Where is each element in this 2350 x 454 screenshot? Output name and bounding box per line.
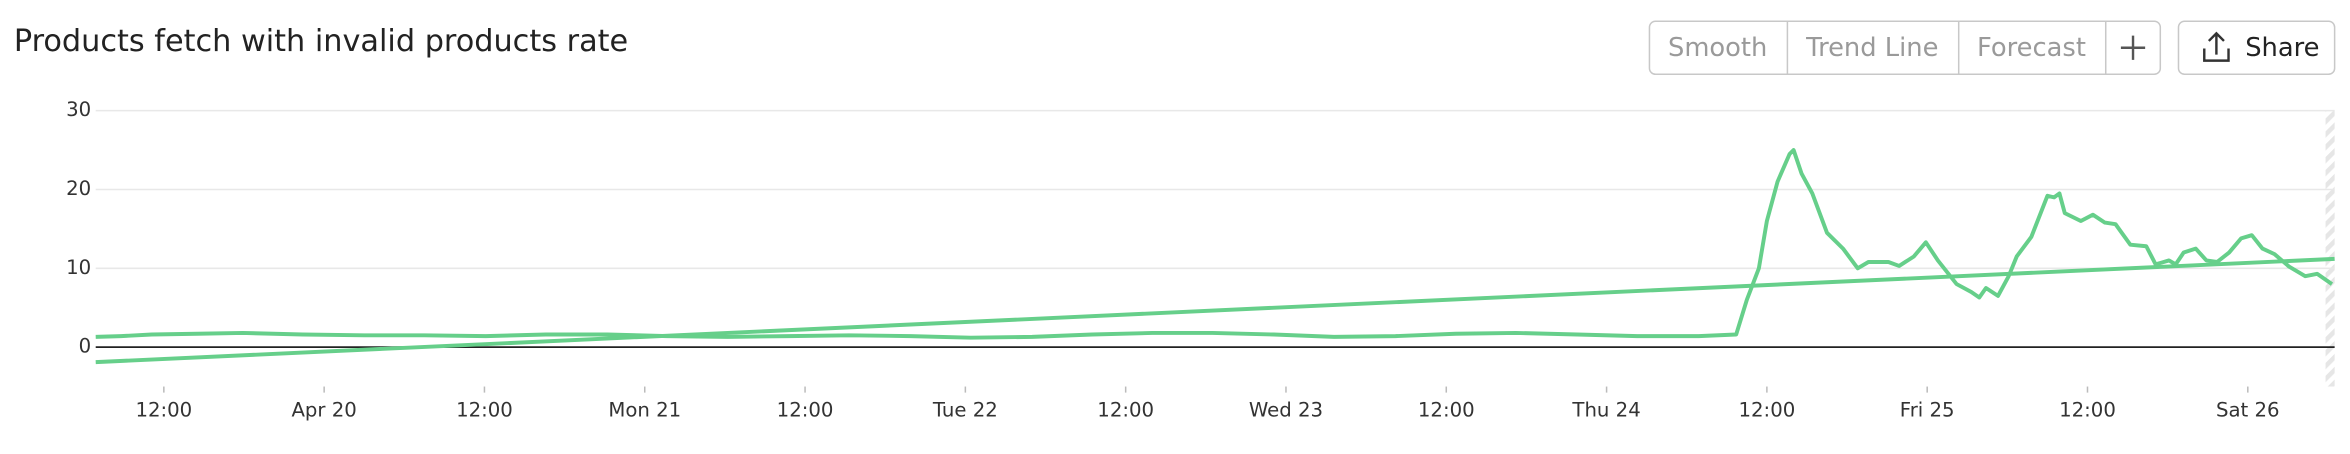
button-group — [1648, 20, 2162, 76]
add-button[interactable] — [2120, 35, 2146, 60]
incomplete-region — [2325, 110, 2335, 387]
x-tick-label: Apr 20 — [291, 398, 356, 421]
chart-title: Products fetch with invalid products rat… — [14, 24, 628, 59]
data-line — [95, 256, 2335, 365]
x-tick-label: Sat 26 — [2216, 398, 2280, 421]
x-tick-label: Thu 24 — [1571, 398, 1640, 421]
share-icon — [2203, 31, 2230, 62]
x-tick-label: Mon 21 — [608, 398, 681, 421]
y-tick-label: 10 — [66, 256, 91, 279]
x-tick-label: 12:00 — [777, 398, 834, 421]
x-tick-label: 12:00 — [2059, 398, 2116, 421]
y-tick-label: 30 — [66, 98, 91, 121]
data-line — [95, 148, 2334, 340]
forecast-button[interactable]: Forecast — [1977, 33, 2086, 63]
x-tick-label: 12:00 — [456, 398, 513, 421]
x-tick-label: 12:00 — [1418, 398, 1475, 421]
x-tick-label: 12:00 — [1739, 398, 1796, 421]
x-tick-label: 12:00 — [135, 398, 192, 421]
x-tick-label: Fri 25 — [1900, 398, 1955, 421]
x-tick-label: Wed 23 — [1249, 398, 1323, 421]
x-tick-label: 12:00 — [1097, 398, 1154, 421]
y-tick-label: 0 — [79, 335, 92, 358]
trend-line-button[interactable]: Trend Line — [1805, 33, 1938, 63]
smooth-button[interactable]: Smooth — [1668, 33, 1767, 63]
share-label: Share — [2245, 33, 2319, 63]
x-tick-label: Tue 22 — [932, 398, 998, 421]
y-tick-label: 20 — [66, 177, 91, 200]
